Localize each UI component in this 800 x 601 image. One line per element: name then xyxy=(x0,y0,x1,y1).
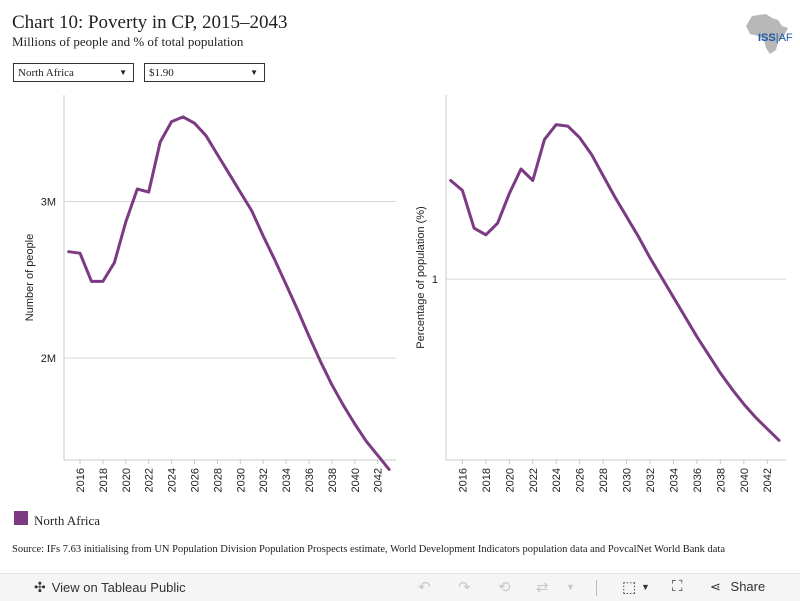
x-tick-label: 2036 xyxy=(692,468,704,492)
legend-label: North Africa xyxy=(34,513,101,528)
threshold-dropdown[interactable]: $1.90 ▼ xyxy=(144,63,265,82)
x-tick-label: 2038 xyxy=(715,468,727,492)
dropdown-arrow-icon: ▼ xyxy=(250,68,258,77)
revert-icon[interactable]: ⟲ xyxy=(498,579,511,596)
y-axis-label: Percentage of population (%) xyxy=(415,206,427,348)
fullscreen-icon[interactable]: ⛶ xyxy=(672,578,683,595)
series-line xyxy=(449,123,781,442)
x-tick-label: 2038 xyxy=(327,468,339,492)
x-tick-label: 2026 xyxy=(190,468,202,492)
x-tick-label: 2024 xyxy=(551,468,563,492)
legend-swatch xyxy=(14,511,28,525)
y-tick-label: 3M xyxy=(41,197,56,209)
x-tick-label: 2032 xyxy=(258,468,270,492)
y-tick-label: 1 xyxy=(432,274,438,286)
x-tick-label: 2034 xyxy=(281,468,293,492)
x-tick-label: 2016 xyxy=(75,468,87,492)
x-tick-label: 2030 xyxy=(622,468,634,492)
undo-icon[interactable]: ↶ xyxy=(418,579,431,596)
chart-title: Chart 10: Poverty in CP, 2015–2043 xyxy=(12,12,288,33)
x-tick-label: 2020 xyxy=(504,468,516,492)
share-button[interactable]: ⋖ Share xyxy=(710,579,765,595)
x-tick-label: 2028 xyxy=(598,468,610,492)
y-axis-label: Number of people xyxy=(24,234,36,321)
x-tick-label: 2036 xyxy=(304,468,316,492)
x-tick-label: 2020 xyxy=(121,468,133,492)
series-line xyxy=(67,115,391,471)
x-tick-label: 2040 xyxy=(350,468,362,492)
x-tick-label: 2018 xyxy=(98,468,110,492)
dropdown-arrow-icon: ▼ xyxy=(119,68,127,77)
view-on-tableau-label: View on Tableau Public xyxy=(51,580,186,595)
x-tick-label: 2024 xyxy=(167,468,179,492)
x-tick-label: 2042 xyxy=(762,468,774,492)
x-tick-label: 2030 xyxy=(235,468,247,492)
source-note: Source: IFs 7.63 initialising from UN Po… xyxy=(12,544,725,555)
x-tick-label: 2026 xyxy=(575,468,587,492)
x-tick-label: 2028 xyxy=(212,468,224,492)
x-tick-label: 2016 xyxy=(457,468,469,492)
refresh-menu-icon[interactable]: ▼ xyxy=(566,582,575,592)
x-tick-label: 2032 xyxy=(645,468,657,492)
logo-text: ISS|AF xyxy=(758,32,793,44)
x-tick-label: 2042 xyxy=(373,468,385,492)
toolbar-divider xyxy=(596,580,597,596)
download-menu-icon[interactable]: ▼ xyxy=(641,582,650,592)
view-on-tableau-link[interactable]: ✣ View on Tableau Public xyxy=(34,579,186,596)
x-tick-label: 2034 xyxy=(668,468,680,492)
threshold-dropdown-value: $1.90 xyxy=(149,67,174,79)
iss-africa-logo xyxy=(746,14,788,54)
chart-subtitle: Millions of people and % of total popula… xyxy=(12,34,244,49)
share-icon: ⋖ xyxy=(710,579,721,594)
redo-icon[interactable]: ↷ xyxy=(458,579,471,596)
tableau-toolbar: ✣ View on Tableau Public ↶ ↷ ⟲ ⇄ ▼ ⬚ ▼ ⛶ … xyxy=(0,573,800,601)
region-dropdown-value: North Africa xyxy=(18,67,74,79)
x-tick-label: 2040 xyxy=(739,468,751,492)
x-tick-label: 2018 xyxy=(481,468,493,492)
x-tick-label: 2022 xyxy=(144,468,156,492)
share-label: Share xyxy=(730,579,766,594)
download-icon[interactable]: ⬚ xyxy=(622,579,637,596)
region-dropdown[interactable]: North Africa ▼ xyxy=(13,63,134,82)
y-tick-label: 2M xyxy=(41,353,56,365)
poverty-charts: 2M 3M 2016 2018 2020 2022 2024 2026 2028 2030 2032… xyxy=(24,95,786,492)
x-tick-label: 2022 xyxy=(528,468,540,492)
refresh-icon[interactable]: ⇄ xyxy=(536,579,549,596)
tableau-icon: ✣ xyxy=(34,579,46,595)
